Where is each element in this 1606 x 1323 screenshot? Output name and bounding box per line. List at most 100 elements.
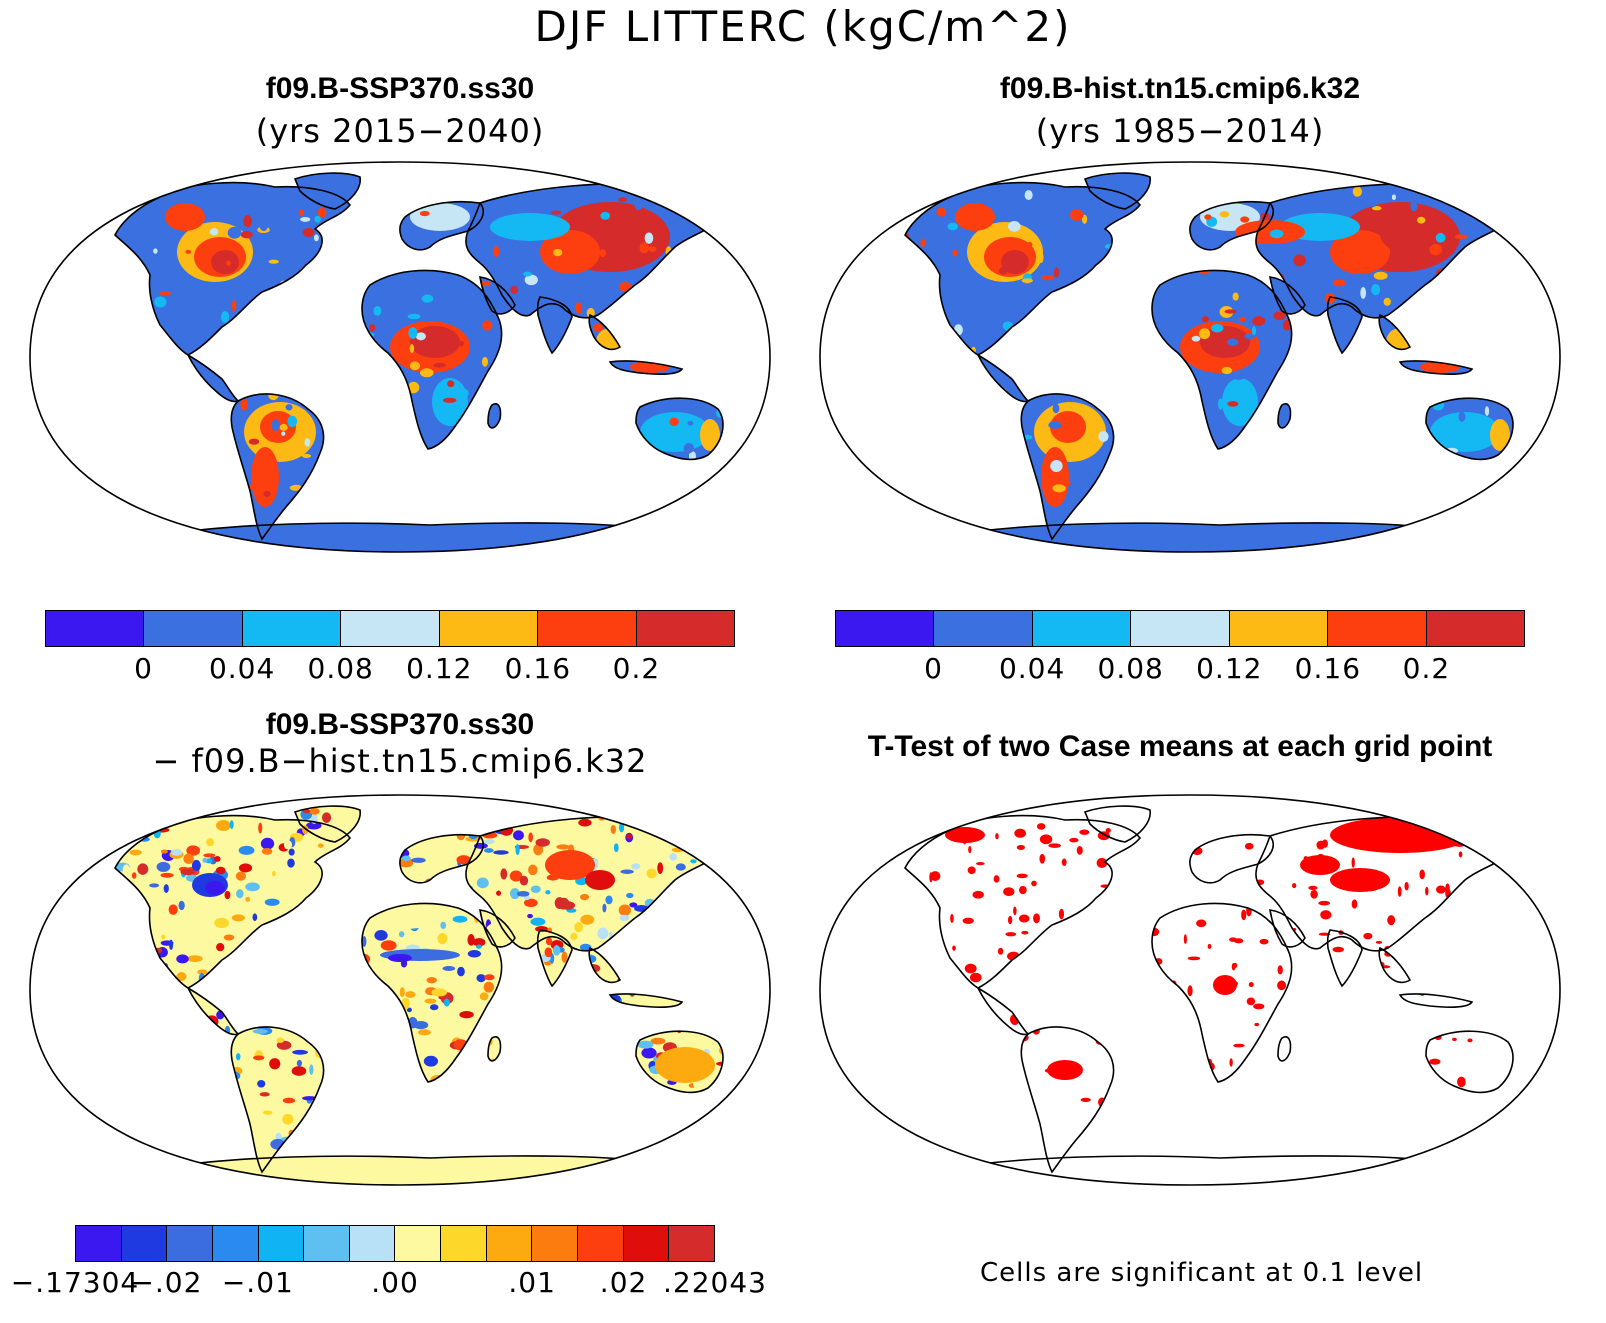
coastline-northAmerica (904, 181, 1142, 356)
colorbar-swatch (46, 611, 145, 646)
coastline-indonesia (608, 360, 684, 375)
coastline-newZealand (747, 450, 760, 472)
colorbar-tick-label: −.17304 (10, 1266, 140, 1299)
colorbar-swatch (532, 1226, 579, 1261)
coastline-greenland (293, 172, 361, 210)
colorbar-tick-label: 0.16 (504, 652, 572, 685)
coastline-greenland (1083, 805, 1151, 843)
coastline-arabia (1269, 909, 1306, 948)
coastline-africa (361, 269, 503, 450)
colorbar-panel-3 (75, 1225, 715, 1262)
colorbar-tick-label: 0.12 (406, 652, 473, 685)
coastline-newZealand (747, 1083, 760, 1105)
map-panel-2 (800, 157, 1580, 557)
coastline-indonesia (608, 993, 684, 1008)
colorbar-1-labels: 0 0.04 0.08 0.12 0.16 0.2 (45, 652, 735, 692)
colorbar-swatch (212, 1226, 259, 1261)
coastline-india (1326, 929, 1363, 988)
land-northAmerica (115, 815, 350, 988)
colorbar-swatch (1229, 611, 1329, 646)
coastline-southAmerica (1020, 393, 1115, 541)
coastline-india (536, 929, 573, 988)
coastline-madagascar (487, 1036, 502, 1062)
land-centralAm (978, 355, 1028, 402)
colorbar-tick-label: 0.04 (998, 652, 1066, 685)
colorbar-swatch (349, 1226, 396, 1261)
colorbar-tick-label: 0.16 (1294, 652, 1362, 685)
colorbar-panel-2 (835, 610, 1525, 647)
colorbar-swatch (486, 1226, 533, 1261)
map-panel-1 (10, 157, 790, 557)
colorbar-swatch (395, 1226, 442, 1261)
panel2-subtitle: (yrs 1985−2014) (1035, 112, 1325, 150)
colorbar-tick-label: −.01 (221, 1266, 294, 1299)
coastline-australia (1425, 1030, 1514, 1094)
colorbar-tick-label: −.02 (130, 1266, 203, 1299)
land-newZealand (748, 1084, 759, 1104)
colorbar-swatch (1426, 611, 1524, 646)
coastline-greenland (293, 805, 361, 843)
coastline-india (1326, 296, 1363, 355)
colorbar-swatch (669, 1226, 714, 1261)
coastline-arabia (1269, 276, 1306, 315)
coastline-seAsia (1378, 313, 1412, 351)
colorbar-3-labels: −.17304 −.02 −.01 .00 .01 .02 .22043 (11, 1266, 766, 1306)
colorbar-swatch (441, 1226, 487, 1261)
coastline-europe (1189, 833, 1274, 884)
colorbar-tick-label: 0.08 (1097, 652, 1164, 685)
colorbar-tick-label: 0.04 (208, 652, 276, 685)
coastline-seAsia (588, 313, 622, 351)
panel2-title: f09.B-hist.tn15.cmip6.k32 (999, 72, 1361, 105)
colorbar-tick-label: 0.08 (307, 652, 374, 685)
colorbar-swatch (304, 1226, 350, 1261)
colorbar-tick-label: .22043 (663, 1266, 767, 1299)
coastline-madagascar (487, 403, 502, 429)
coastline-newZealand (1537, 450, 1550, 472)
coastline-indonesia (1398, 360, 1474, 375)
significance-note: Cells are significant at 0.1 level (980, 1258, 1424, 1288)
coastline-newZealand (1537, 1083, 1550, 1105)
coastline-seAsia (588, 946, 622, 984)
coastline-africa (1151, 902, 1293, 1083)
colorbar-tick-label: 0.2 (612, 652, 661, 685)
colorbar-swatch (623, 1226, 670, 1261)
colorbar-swatch (538, 611, 637, 646)
colorbar-swatch (934, 611, 1033, 646)
colorbar-swatch (258, 1226, 305, 1261)
colorbar-swatch (242, 611, 342, 646)
land-centralAm (188, 988, 238, 1035)
land-southAmerica (1021, 1027, 1114, 1172)
colorbar-tick-label: 0.2 (1402, 652, 1451, 685)
coastline-madagascar (1277, 1036, 1292, 1062)
coastline-africa (361, 902, 503, 1083)
coastline-greenland (1083, 172, 1151, 210)
coastline-europe (399, 200, 484, 251)
colorbar-swatch (121, 1226, 168, 1261)
land-centralAm (188, 355, 238, 402)
map-frame (29, 794, 771, 1186)
coastline-india (536, 296, 573, 355)
coastline-arabia (479, 276, 516, 315)
colorbar-swatch (76, 1226, 122, 1261)
colorbar-swatch (636, 611, 734, 646)
land-newZealand (1538, 1084, 1549, 1104)
land-europe (399, 834, 484, 883)
coastline-australia (1425, 397, 1514, 461)
colorbar-2-labels: 0 0.04 0.08 0.12 0.16 0.2 (835, 652, 1525, 692)
colorbar-swatch (439, 611, 539, 646)
map-frame (819, 794, 1561, 1186)
coastline-southAmerica (230, 393, 325, 541)
land-newZealand (1538, 451, 1549, 471)
coastline-northAmerica (904, 814, 1142, 989)
colorbar-tick-label: 0 (134, 652, 153, 685)
coastline-australia (635, 397, 724, 461)
land-madagascar (1278, 1036, 1291, 1061)
coastline-europe (399, 833, 484, 884)
colorbar-tick-label: 0.12 (1196, 652, 1263, 685)
colorbar-swatch (341, 611, 440, 646)
land-newZealand (748, 451, 759, 471)
colorbar-swatch (836, 611, 935, 646)
panel1-subtitle: (yrs 2015−2040) (255, 112, 545, 150)
land-northAmerica (905, 815, 1140, 988)
coastline-madagascar (1277, 403, 1292, 429)
